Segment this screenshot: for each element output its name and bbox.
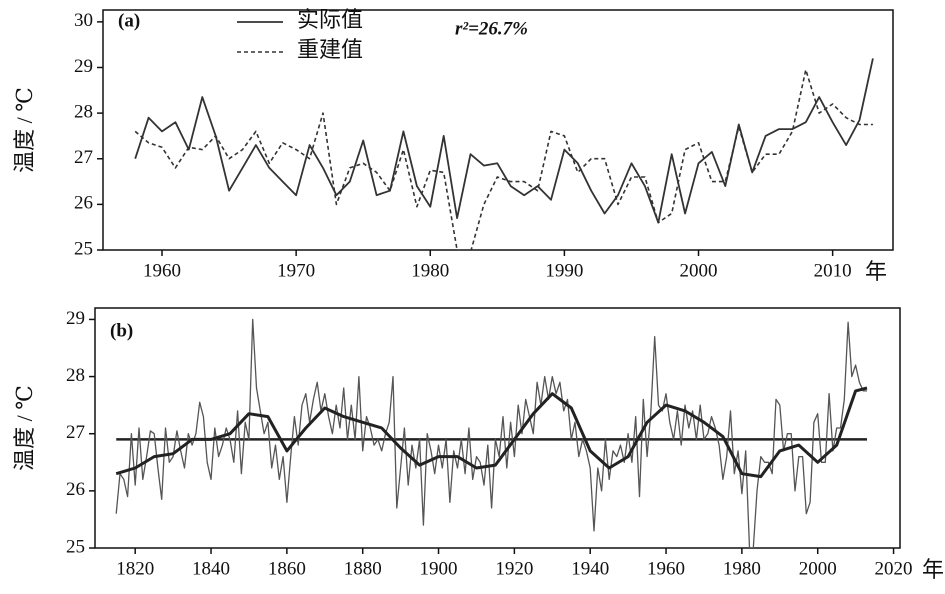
x-tick-label: 1960	[143, 260, 181, 281]
series-line	[134, 69, 873, 250]
x-tick-label: 1860	[268, 558, 306, 579]
legend-label: 实际值	[297, 7, 363, 32]
series-line	[134, 58, 874, 224]
x-tick-label: 1900	[420, 558, 458, 579]
y-axis-title: 温度 / ℃	[12, 87, 37, 173]
y-tick-label: 29	[66, 308, 85, 329]
y-tick-label: 25	[66, 536, 85, 557]
panel-label: (b)	[110, 320, 133, 341]
series-line	[115, 318, 867, 548]
x-tick-label: 2010	[814, 260, 852, 281]
x-tick-label: 1940	[571, 558, 609, 579]
x-tick-label: 1820	[116, 558, 154, 579]
x-tick-label: 1980	[411, 260, 449, 281]
y-tick-label: 29	[74, 56, 93, 77]
x-tick-label: 1840	[192, 558, 230, 579]
plot-area	[115, 318, 868, 548]
y-tick-label: 30	[74, 10, 93, 31]
series-line	[115, 386, 868, 479]
x-tick-label: 2000	[680, 260, 718, 281]
legend-label: 重建值	[297, 37, 363, 62]
x-tick-label: 1960	[647, 558, 685, 579]
y-tick-label: 28	[74, 101, 93, 122]
panel-label: (a)	[118, 10, 140, 31]
y-tick-label: 27	[66, 422, 85, 443]
x-tick-label: 2000	[799, 558, 837, 579]
plot-frame	[102, 9, 894, 251]
plot-frame	[94, 307, 901, 549]
annotation: r²=26.7%	[455, 18, 528, 39]
x-tick-label: 1920	[495, 558, 533, 579]
x-tick-label: 2020	[875, 558, 913, 579]
x-unit: 年	[865, 259, 887, 284]
y-tick-label: 28	[66, 365, 85, 386]
x-tick-label: 1970	[277, 260, 315, 281]
x-tick-label: 1980	[723, 558, 761, 579]
y-tick-label: 25	[74, 238, 93, 259]
y-tick-label: 26	[74, 193, 93, 214]
y-axis-title: 温度 / ℃	[12, 385, 37, 471]
x-unit: 年	[922, 557, 944, 582]
y-tick-label: 27	[74, 147, 93, 168]
x-tick-label: 1990	[545, 260, 583, 281]
plot-area	[134, 58, 874, 250]
y-tick-label: 26	[66, 479, 85, 500]
x-tick-label: 1880	[344, 558, 382, 579]
